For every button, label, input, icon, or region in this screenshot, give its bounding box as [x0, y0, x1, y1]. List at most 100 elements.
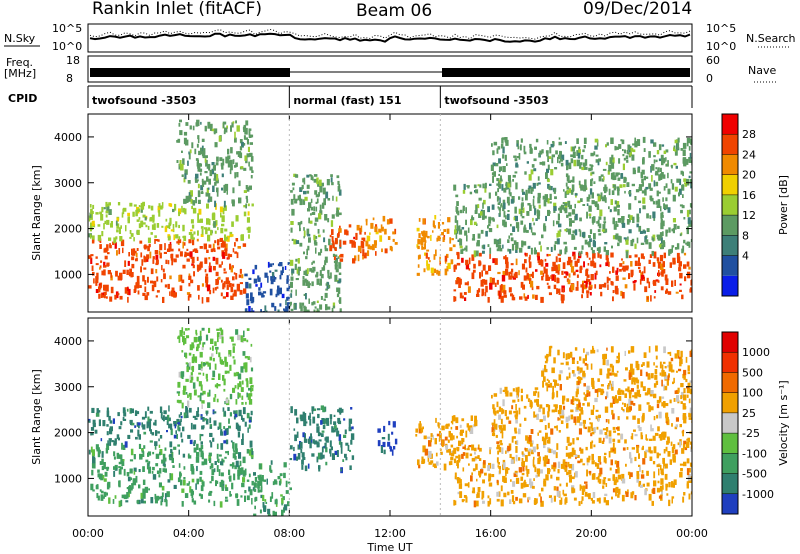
echo-cell [458, 229, 463, 235]
echo-cell [258, 291, 262, 296]
echo-cell [289, 303, 292, 307]
echo-cell [200, 192, 204, 194]
echo-cell [209, 490, 213, 494]
echo-cell [170, 428, 173, 436]
echo-cell [154, 441, 158, 446]
echo-cell [681, 294, 684, 300]
echo-cell [212, 357, 215, 362]
echo-cell [461, 295, 464, 299]
echo-cell [497, 244, 502, 249]
echo-cell [213, 411, 217, 414]
echo-cell [467, 482, 470, 488]
echo-cell [478, 470, 482, 476]
echo-cell [200, 434, 204, 437]
echo-cell [426, 260, 429, 266]
echo-cell [235, 273, 238, 280]
echo-cell [105, 210, 109, 214]
echo-cell [250, 175, 253, 179]
echo-cell [161, 265, 163, 271]
echo-cell [529, 254, 531, 260]
nsky-label: N.Sky [4, 32, 36, 45]
echo-cell [546, 140, 549, 145]
echo-cell [184, 173, 187, 180]
echo-cell [526, 394, 529, 399]
echo-cell [417, 255, 420, 260]
echo-cell [557, 270, 560, 275]
nave-tick-top: 60 [706, 54, 720, 67]
echo-cell [106, 468, 109, 471]
echo-cell [576, 380, 579, 386]
echo-cell [481, 490, 485, 498]
echo-cell [248, 161, 250, 167]
echo-cell [680, 350, 683, 358]
echo-cell [100, 494, 104, 501]
echo-cell [525, 267, 528, 273]
echo-cell [584, 179, 587, 187]
echo-cell [461, 257, 464, 263]
echo-cell [556, 238, 560, 245]
echo-cell [651, 500, 654, 506]
echo-cell [236, 371, 239, 377]
echo-cell [612, 176, 616, 181]
echo-cell [100, 214, 104, 221]
echo-cell [564, 203, 568, 206]
echo-cell [458, 483, 463, 489]
echo-cell [579, 163, 582, 169]
echo-cell [182, 241, 184, 249]
echo-cell [203, 342, 206, 345]
echo-cell [123, 207, 127, 212]
echo-cell [126, 286, 129, 291]
echo-cell [598, 176, 602, 182]
echo-cell [517, 398, 520, 402]
echo-cell [255, 284, 258, 287]
echo-cell [524, 417, 527, 421]
echo-cell [118, 461, 122, 465]
echo-cell [350, 433, 355, 440]
echo-cell [543, 200, 547, 207]
echo-cell [158, 496, 162, 500]
echo-cell [620, 433, 624, 440]
echo-cell [584, 491, 588, 497]
echo-cell [375, 224, 378, 228]
echo-cell [377, 440, 381, 447]
echo-cell [213, 221, 216, 228]
echo-cell [181, 279, 185, 284]
echo-cell [92, 271, 95, 276]
echo-cell [116, 452, 120, 459]
echo-cell [579, 266, 582, 274]
echo-cell [333, 429, 336, 433]
echo-cell [550, 474, 553, 479]
echo-cell [200, 494, 203, 499]
echo-cell [154, 238, 156, 244]
echo-cell [510, 263, 514, 266]
echo-cell [220, 443, 224, 450]
echo-cell [580, 485, 583, 489]
echo-cell [534, 498, 536, 505]
echo-cell [258, 463, 262, 470]
echo-cell [632, 403, 636, 406]
echo-cell [462, 452, 466, 456]
echo-cell [220, 472, 224, 477]
echo-cell [197, 138, 200, 144]
echo-cell [596, 193, 600, 197]
echo-cell [615, 275, 619, 281]
echo-cell [483, 279, 488, 285]
echo-cell [441, 440, 444, 448]
echo-cell [688, 175, 691, 179]
echo-cell [303, 190, 307, 195]
echo-cell [211, 475, 214, 482]
echo-cell [650, 139, 654, 144]
echo-cell [115, 236, 118, 240]
echo-cell [473, 221, 477, 226]
echo-cell [551, 464, 554, 470]
echo-cell [535, 474, 538, 478]
echo-cell [250, 367, 254, 372]
echo-cell [316, 456, 319, 463]
echo-cell [602, 428, 607, 431]
echo-cell [457, 477, 461, 484]
echo-cell [161, 492, 164, 498]
echo-cell [201, 327, 205, 331]
echo-cell [187, 455, 192, 459]
echo-cell [650, 406, 654, 411]
echo-cell [606, 359, 609, 366]
